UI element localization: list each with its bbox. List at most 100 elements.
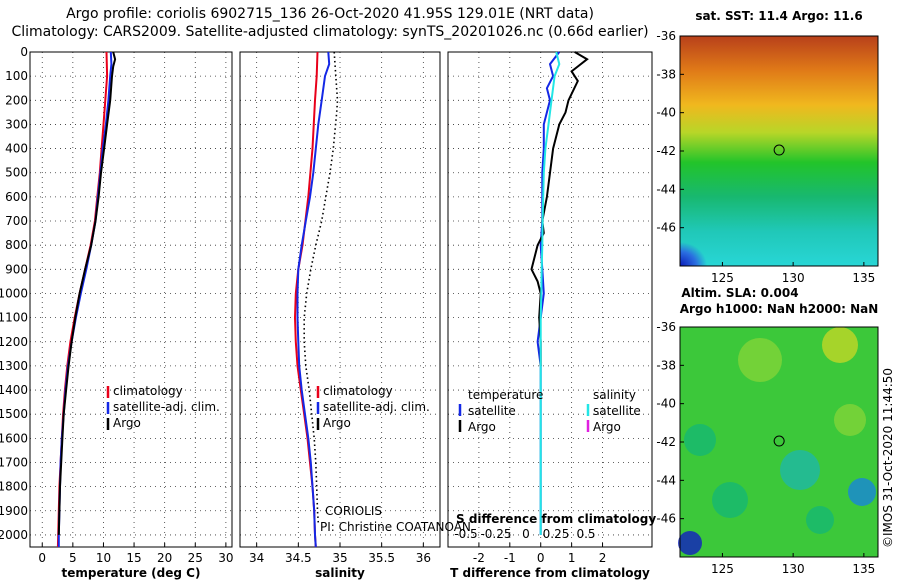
legend-label: climatology xyxy=(323,384,393,398)
y-tick-label: 1000 xyxy=(0,286,28,300)
legend-label: Argo xyxy=(468,420,496,434)
x-tick-label: 36 xyxy=(416,551,431,565)
map-title-a: Altim. SLA: 0.004 xyxy=(681,286,798,300)
title-line-1: Argo profile: coriolis 6902715_136 26-Oc… xyxy=(66,6,594,22)
legend-label: satellite-adj. clim. xyxy=(113,400,220,414)
series-line-argo xyxy=(303,51,339,523)
map-y-tick-label: -38 xyxy=(656,358,676,372)
y-tick-label: 400 xyxy=(5,142,28,156)
y-tick-label: 1500 xyxy=(0,407,28,421)
x-tick-label: -1 xyxy=(504,551,516,565)
map-y-tick-label: -36 xyxy=(656,320,676,334)
plot-frame xyxy=(447,51,653,548)
map-y-tick-label: -40 xyxy=(656,106,676,120)
y-tick-label: 1700 xyxy=(0,455,28,469)
series-line-satellite-adj-clim- xyxy=(296,51,331,548)
cold-anomaly xyxy=(680,186,770,266)
y-tick-label: 600 xyxy=(5,190,28,204)
y-tick-label: 1400 xyxy=(0,383,28,397)
map-y-tick-label: -38 xyxy=(656,67,676,81)
panel-salinity: 34 34.5 35 35.5 36 salinity climatology satelli… xyxy=(239,51,471,580)
y-tick-label: 2000 xyxy=(0,528,28,542)
x-tick-label: 25 xyxy=(188,551,203,565)
series-line-temperature-argo xyxy=(530,51,589,366)
y-tick-label: 500 xyxy=(5,166,28,180)
legend-temperature-title: temperature xyxy=(468,388,543,402)
x-tick-label: 35.5 xyxy=(368,551,395,565)
y-tick-label: 900 xyxy=(5,262,28,276)
map-x-tick-label: 130 xyxy=(782,271,805,285)
legend-label: Argo xyxy=(323,416,351,430)
x-tick-label: 15 xyxy=(126,551,141,565)
x-tick-label: 34.5 xyxy=(285,551,312,565)
x-axis-label: salinity xyxy=(315,566,365,580)
x-tick-label-secondary: 0.25 xyxy=(543,527,570,541)
x-tick-label: 34 xyxy=(249,551,264,565)
x-tick-label: 30 xyxy=(218,551,233,565)
legend-label: satellite xyxy=(468,404,516,418)
title-line-2: Climatology: CARS2009. Satellite-adjuste… xyxy=(11,24,649,40)
map-y-tick-label: -46 xyxy=(656,512,676,526)
legend-label: satellite-adj. clim. xyxy=(323,400,430,414)
x-axis-label: temperature (deg C) xyxy=(62,566,201,580)
x-tick-label: 20 xyxy=(157,551,172,565)
series-line-climatology xyxy=(56,51,109,548)
map-title-b: Argo h1000: NaN h2000: NaN xyxy=(680,302,879,316)
argo-position-marker xyxy=(773,144,785,156)
argo-position-marker xyxy=(773,435,785,447)
annotation-line-1: CORIOLIS xyxy=(325,504,382,518)
map-x-tick-label: 135 xyxy=(852,271,875,285)
map-panel-1: sat. SST: 11.4 Argo: 11.6 -36 -38 -40 -42 -44… xyxy=(656,9,879,285)
sla-blob xyxy=(780,450,820,490)
panel-difference: -2 -1 0 1 2T difference from climatology temp… xyxy=(447,51,656,580)
x-tick-label-secondary: 0 xyxy=(522,527,530,541)
map-y-tick-label: -46 xyxy=(656,221,676,235)
map-x-tick-label: 125 xyxy=(711,562,734,576)
legend-salinity-title: salinity xyxy=(593,388,636,402)
map-x-tick-label: 135 xyxy=(852,562,875,576)
y-tick-label: 200 xyxy=(5,93,28,107)
sla-blob xyxy=(738,338,782,382)
sla-blob xyxy=(678,531,702,555)
y-tick-label: 1800 xyxy=(0,480,28,494)
x-tick-label: 2 xyxy=(599,551,607,565)
x-axis-label-secondary: S difference from climatology xyxy=(456,512,656,526)
x-tick-label: 1 xyxy=(568,551,576,565)
y-tick-label: 100 xyxy=(5,69,28,83)
legend-label: satellite xyxy=(593,404,641,418)
sla-blob xyxy=(684,424,716,456)
plot-frame xyxy=(29,51,233,548)
y-tick-label: 300 xyxy=(5,117,28,131)
map-y-tick-label: -36 xyxy=(656,29,676,43)
sla-blob xyxy=(834,404,866,436)
y-tick-label: 0 xyxy=(20,45,28,59)
map-x-tick-label: 130 xyxy=(782,562,805,576)
credit-text: ©IMOS 31-Oct-2020 11:44:50 xyxy=(881,368,895,548)
x-tick-label: 5 xyxy=(69,551,77,565)
y-tick-label: 1300 xyxy=(0,359,28,373)
series-line-argo xyxy=(57,51,117,535)
map-y-tick-label: -42 xyxy=(656,435,676,449)
x-tick-label: 0 xyxy=(537,551,545,565)
map-title: sat. SST: 11.4 Argo: 11.6 xyxy=(695,9,862,23)
map-y-tick-label: -42 xyxy=(656,144,676,158)
sla-blob xyxy=(712,482,748,518)
x-tick-label-secondary: -0.25 xyxy=(480,527,511,541)
x-tick-label-secondary: -0.5 xyxy=(454,527,477,541)
map-y-tick-label: -40 xyxy=(656,397,676,411)
x-tick-label: 0 xyxy=(38,551,46,565)
x-axis-label: T difference from climatology xyxy=(450,566,650,580)
y-tick-label: 700 xyxy=(5,214,28,228)
legend-label: Argo xyxy=(593,420,621,434)
y-tick-label: 1100 xyxy=(0,311,28,325)
y-tick-label: 800 xyxy=(5,238,28,252)
series-line-salinity-satellite xyxy=(539,51,561,535)
x-tick-label: -2 xyxy=(473,551,485,565)
legend-label: Argo xyxy=(113,416,141,430)
sla-blob xyxy=(806,506,834,534)
y-tick-label: 1900 xyxy=(0,504,28,518)
map-x-tick-label: 125 xyxy=(711,271,734,285)
legend-label: climatology xyxy=(113,384,183,398)
annotation-line-2: PI: Christine COATANOAN xyxy=(320,520,471,534)
